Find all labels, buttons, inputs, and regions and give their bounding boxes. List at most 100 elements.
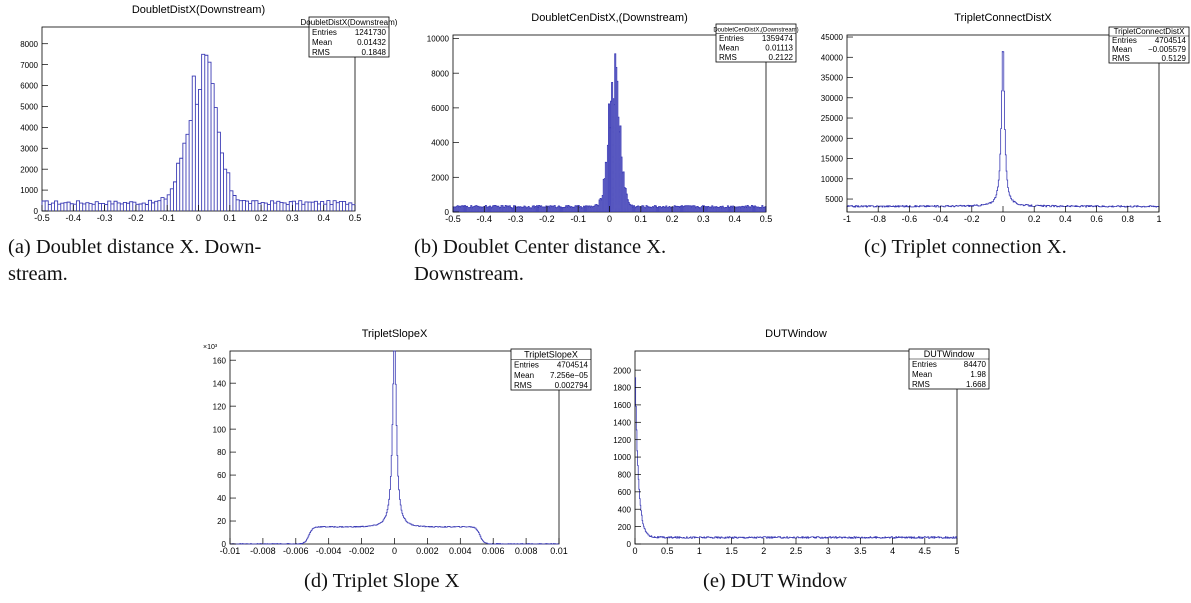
y-tick-label: 35000 (821, 74, 844, 83)
y-tick-label: 200 (618, 523, 632, 532)
stats-label: Mean (719, 44, 739, 53)
y-tick-label: 7000 (20, 61, 38, 70)
stats-label: Entries (514, 361, 539, 370)
panel-a: DoubletDistX(Downstream) -0.5 -0.4 -0.3 -0.2… (0, 0, 400, 300)
stats-name: DUTWindow (924, 349, 975, 359)
caption-a-line-1: (a) Doublet distance X. Down- (8, 236, 262, 258)
caption-e: (e) DUT Window (703, 568, 847, 595)
caption-c-line-1: (c) Triplet connection X. (864, 236, 1067, 258)
stats-box (908, 348, 990, 390)
y-tick-label: 800 (618, 471, 632, 480)
x-tick-label: 0.1 (224, 213, 237, 223)
x-tick-label: 3.5 (854, 546, 867, 556)
stats-name: DoubletCenDistX,(Downstream) (713, 28, 798, 34)
x-tick-label: 2.5 (790, 546, 803, 556)
y-tick-label: 1400 (613, 418, 631, 427)
chart-doublet-cen-dist-x: DoubletCenDistX,(Downstream) -0.5 -0.4 -0.3… (427, 12, 799, 224)
stats-value: 7.256e−05 (550, 371, 589, 380)
x-tick-label: -0.3 (508, 214, 524, 224)
x-tick-label: 0.5 (349, 213, 362, 223)
x-tick-label: 0.008 (515, 546, 538, 556)
stats-box (308, 16, 390, 58)
caption-e-line-1: (e) DUT Window (703, 570, 848, 592)
x-tick-label: 2 (761, 546, 766, 556)
stats-label: Mean (1112, 45, 1132, 54)
stats-label: Entries (312, 28, 337, 37)
y-tick-label: 15000 (821, 155, 844, 164)
caption-a-line-2: stream. (8, 263, 68, 285)
x-tick-label: -0.002 (349, 546, 375, 556)
stats-box (715, 23, 797, 63)
stats-value: 4704514 (1155, 36, 1187, 45)
x-tick-label: -0.2 (964, 214, 980, 224)
y-tick-label: 40 (217, 494, 226, 503)
stats-value: 0.01432 (357, 38, 386, 47)
x-tick-label: 0.004 (449, 546, 472, 556)
x-tick-label: 4.5 (919, 546, 932, 556)
y-tick-label: 0 (34, 207, 39, 216)
x-tick-label: 0.2 (255, 213, 268, 223)
chart-title: TripletSlopeX (362, 328, 428, 340)
y-tick-label: 600 (618, 488, 632, 497)
x-tick-label: -0.1 (570, 214, 586, 224)
x-tick-label: -0.2 (539, 214, 555, 224)
x-tick-label: 0.2 (666, 214, 679, 224)
stats-name: TripletSlopeX (524, 349, 578, 359)
stats-value: 1359474 (762, 34, 794, 43)
x-tick-label: -0.5 (445, 214, 461, 224)
y-tick-label: 8000 (431, 69, 449, 78)
y-tick-label: 140 (213, 379, 227, 388)
y-tick-label: 6000 (20, 82, 38, 91)
y-tick-label: 2000 (20, 165, 38, 174)
x-tick-label: -0.008 (250, 546, 276, 556)
x-tick-label: 0.006 (482, 546, 505, 556)
x-tick-label: 4 (890, 546, 895, 556)
y-tick-label: 0 (627, 540, 632, 549)
stats-label: Mean (912, 370, 932, 379)
chart-title: TripletConnectDistX (954, 12, 1052, 24)
y-tick-label: 1600 (613, 401, 631, 410)
y-tick-label: 4000 (431, 139, 449, 148)
y-tick-label: 8000 (20, 40, 38, 49)
y-tick-label: 45000 (821, 33, 844, 42)
y-tick-label: 100 (213, 425, 227, 434)
x-tick-label: -0.004 (316, 546, 342, 556)
y-tick-label: 0 (445, 208, 450, 217)
histogram-series (847, 51, 1159, 208)
histogram-series (41, 53, 356, 211)
stats-value: 84470 (964, 360, 987, 369)
stats-value: 1.668 (966, 380, 987, 389)
y-tick-label: 0 (222, 540, 227, 549)
x-tick-label: -1 (843, 214, 851, 224)
y-tick-label: 400 (618, 505, 632, 514)
y-tick-label: 2000 (431, 173, 449, 182)
y-tick-label: 1000 (20, 186, 38, 195)
y-tick-label: 5000 (20, 103, 38, 112)
x-tick-label: 0.4 (728, 214, 741, 224)
y-tick-label: 40000 (821, 53, 844, 62)
y-tick-label: 80 (217, 448, 226, 457)
y-tick-label: 3000 (20, 144, 38, 153)
y-tick-label: 1800 (613, 384, 631, 393)
y-tick-label: 160 (213, 356, 227, 365)
x-tick-label: 0.4 (317, 213, 330, 223)
chart-title: DUTWindow (765, 328, 827, 340)
stats-label: Entries (719, 34, 744, 43)
caption-b-line-2: Downstream. (414, 263, 524, 285)
y-tick-label: 1000 (613, 453, 631, 462)
x-tick-label: 0.6 (1090, 214, 1103, 224)
panel-e: DUTWindow 0 0.5 1 1.5 2 2.5 3 3.5 4 4.5 5 0 200 400 600… (600, 328, 991, 603)
x-tick-label: -0.4 (66, 213, 82, 223)
y-tick-label: 1200 (613, 436, 631, 445)
x-tick-label: -0.6 (902, 214, 918, 224)
x-tick-label: 0.5 (661, 546, 674, 556)
stats-value: 0.01113 (765, 44, 793, 53)
stats-label: Entries (912, 360, 937, 369)
x-tick-label: -0.4 (477, 214, 493, 224)
stats-value: 0.5129 (1162, 54, 1187, 63)
x-tick-label: -0.01 (220, 546, 241, 556)
x-tick-label: 0.002 (416, 546, 439, 556)
stats-value: 1241730 (355, 28, 387, 37)
y-tick-label: 120 (213, 402, 227, 411)
y-tick-label: 10000 (821, 175, 844, 184)
